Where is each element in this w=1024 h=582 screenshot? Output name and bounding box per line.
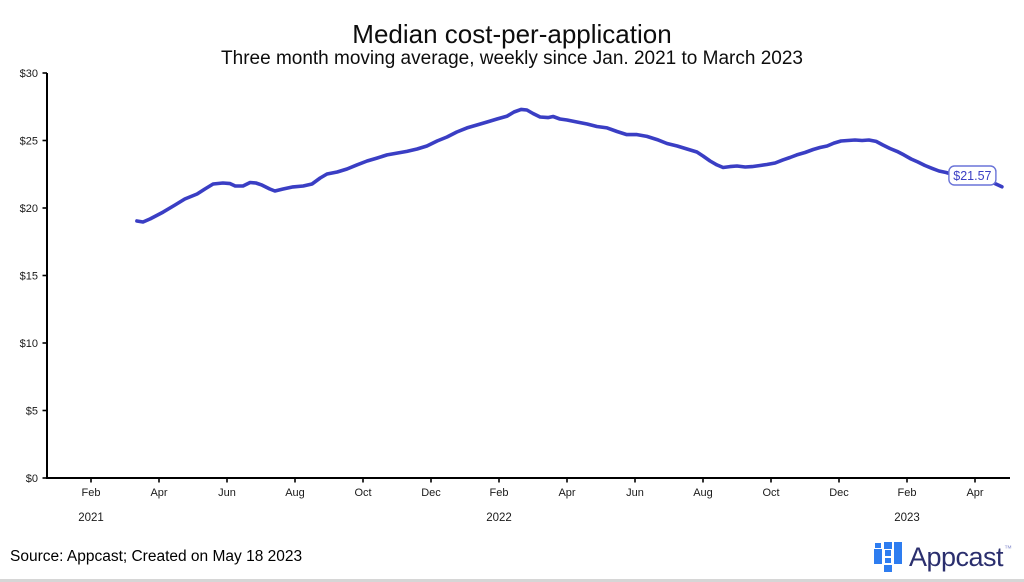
x-tick-label: Oct xyxy=(762,487,779,499)
year-label: 2023 xyxy=(894,512,920,524)
axes xyxy=(46,73,1010,479)
y-tick-label: $25 xyxy=(20,135,38,147)
x-tick-label: Aug xyxy=(693,487,713,499)
x-tick-label: Apr xyxy=(558,487,575,499)
appcast-logo-icon xyxy=(873,541,902,573)
chart-title: Median cost-per-application xyxy=(352,19,671,49)
x-tick-label: Jun xyxy=(218,487,236,499)
x-tick-label: Feb xyxy=(490,487,509,499)
appcast-wordmark-text: Appcast xyxy=(908,541,1004,572)
end-value-annotation: $21.57 xyxy=(948,165,997,186)
y-tick-label: $5 xyxy=(26,405,38,417)
trademark-symbol: ™ xyxy=(1004,543,1012,553)
year-label: 2022 xyxy=(486,512,512,524)
y-tick-label: $20 xyxy=(20,203,38,215)
y-tick-label: $15 xyxy=(20,270,38,282)
source-text: Source: Appcast; Created on May 18 2023 xyxy=(10,548,303,565)
year-label: 2021 xyxy=(78,512,104,524)
appcast-wordmark: Appcast ™ xyxy=(909,542,1012,573)
y-tick-label: $0 xyxy=(26,473,38,485)
x-tick-label: Dec xyxy=(829,487,849,499)
x-tick-label: Feb xyxy=(898,487,917,499)
end-value-label: $21.57 xyxy=(953,169,991,183)
x-tick-label: Jun xyxy=(626,487,644,499)
end-value-box xyxy=(948,165,997,186)
appcast-logo: Appcast ™ xyxy=(873,541,1012,573)
x-tick-label: Apr xyxy=(150,487,167,499)
x-tick-label: Dec xyxy=(421,487,441,499)
y-tick-label: $30 xyxy=(20,68,38,80)
y-tick-label: $10 xyxy=(20,338,38,350)
cpa-line xyxy=(135,107,1004,224)
chart-subtitle: Three month moving average, weekly since… xyxy=(221,48,803,69)
x-tick-label: Feb xyxy=(82,487,101,499)
x-tick-label: Aug xyxy=(285,487,305,499)
axis-ticks: $0 $5 $10 $15 $20 $25 $30 Feb Apr Jun Aug Oct Dec Feb… xyxy=(20,68,984,524)
x-tick-label: Apr xyxy=(966,487,983,499)
footer: Source: Appcast; Created on May 18 2023 … xyxy=(0,535,1024,579)
x-tick-label: Oct xyxy=(354,487,371,499)
cpa-chart: Median cost-per-application Three month … xyxy=(20,19,1010,524)
